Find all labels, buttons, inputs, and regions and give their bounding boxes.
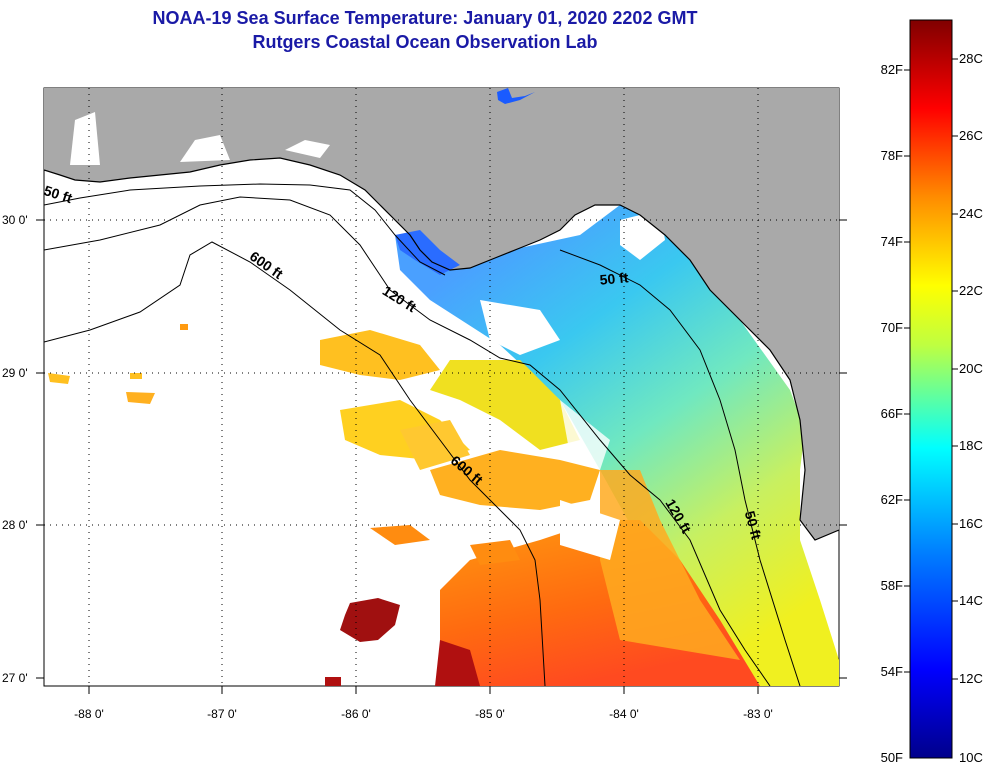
lat-label-28: 28 0' (2, 518, 28, 532)
warm-sst-region-2 (600, 470, 740, 660)
cloud-patch-d (560, 500, 620, 560)
hot-spot-b (435, 640, 480, 686)
cb-label-78f: 78F (881, 148, 903, 163)
sst-patch-j (130, 373, 142, 379)
sst-patch-i (126, 392, 155, 404)
lat-label-30: 30 0' (2, 213, 28, 227)
contour-120ft (44, 196, 771, 686)
sst-patch-k (180, 324, 188, 330)
cb-label-62f: 62F (881, 492, 903, 507)
cb-label-50f: 50F (881, 750, 903, 765)
cb-label-54f: 54F (881, 664, 903, 679)
depth-label-50ft-c: 50 ft (742, 509, 765, 541)
coastline (44, 157, 839, 541)
cb-label-28c: 28C (959, 51, 983, 66)
lat-label-27: 27 0' (2, 671, 28, 685)
lon-label-86: -86 0' (341, 707, 371, 721)
cb-label-18c: 18C (959, 438, 983, 453)
cold-nearshore (395, 230, 460, 275)
map-title: NOAA-19 Sea Surface Temperature: January… (152, 8, 698, 28)
map-subtitle: Rutgers Coastal Ocean Observation Lab (252, 32, 598, 52)
cb-label-82f: 82F (881, 62, 903, 77)
depth-label-50ft-b: 50 ft (599, 269, 629, 287)
lon-label-85: -85 0' (475, 707, 505, 721)
sst-patch-h (48, 373, 70, 384)
sst-patch-f (370, 525, 430, 545)
bay-a (70, 112, 100, 165)
lat-label-29: 29 0' (2, 366, 28, 380)
cb-label-58f: 58F (881, 578, 903, 593)
lon-label-87: -87 0' (207, 707, 237, 721)
land-mass (44, 88, 839, 540)
cb-label-22c: 22C (959, 283, 983, 298)
lon-label-83: -83 0' (743, 707, 773, 721)
lon-label-84: -84 0' (609, 707, 639, 721)
cb-label-16c: 16C (959, 516, 983, 531)
cb-label-12c: 12C (959, 671, 983, 686)
sst-patch-g (470, 540, 520, 565)
cb-label-74f: 74F (881, 234, 903, 249)
sst-patch-e (400, 420, 470, 470)
cb-label-70f: 70F (881, 320, 903, 335)
cb-label-24c: 24C (959, 206, 983, 221)
hot-spot-a (340, 598, 400, 642)
color-bar-ticks (904, 58, 958, 680)
hot-spot-c (325, 677, 341, 686)
contour-600ft (44, 241, 546, 686)
cb-label-26c: 26C (959, 128, 983, 143)
sst-patch-d (430, 450, 600, 510)
lon-label-88: -88 0' (74, 707, 104, 721)
graticule (44, 88, 839, 686)
color-bar (909, 19, 953, 759)
bay-c (285, 140, 330, 158)
cb-label-14c: 14C (959, 593, 983, 608)
bay-b (180, 135, 230, 162)
cloud-patch-b (480, 300, 560, 355)
cb-label-20c: 20C (959, 361, 983, 376)
contour-50ft-west (44, 183, 446, 276)
cb-label-66f: 66F (881, 406, 903, 421)
lake (497, 88, 535, 104)
cb-label-10c: 10C (959, 750, 983, 765)
axis-ticks (36, 219, 847, 694)
sst-patch-b (430, 360, 580, 450)
contour-50ft-east (559, 249, 801, 686)
cloud-patch-c (560, 400, 610, 470)
